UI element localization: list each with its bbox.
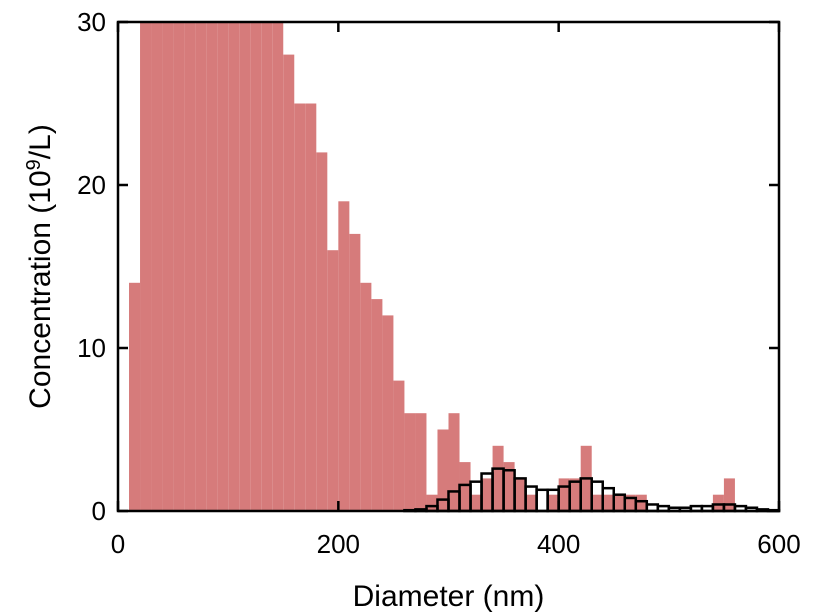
x-tick-label: 0 [111, 529, 125, 559]
histogram-bar [525, 494, 537, 511]
histogram-bar [371, 299, 383, 511]
histogram-bar [415, 413, 427, 511]
histogram-bar [404, 413, 416, 511]
histogram-bar [437, 429, 449, 511]
histogram-bar [327, 250, 339, 511]
histogram-bar [547, 494, 559, 511]
histogram-bar [624, 494, 636, 511]
histogram-bar [481, 478, 493, 511]
histogram-bar [316, 152, 328, 511]
y-axis-label-main: Concentration (10 [24, 170, 57, 408]
y-axis-label-unit: /L) [24, 124, 57, 159]
histogram-bar [635, 494, 647, 511]
histogram-bar [261, 22, 273, 511]
histogram-bar [723, 478, 735, 511]
plot-area-frame [116, 20, 781, 513]
histogram-bar [459, 462, 471, 511]
x-axis-label: Diameter (nm) [353, 580, 545, 613]
x-tick-label: 400 [537, 529, 580, 559]
y-tick-label: 30 [77, 7, 106, 37]
histogram-bar [195, 22, 207, 511]
histogram-bar [228, 22, 240, 511]
x-tick-label: 600 [757, 529, 800, 559]
histogram-bar [569, 478, 581, 511]
histogram-bar [514, 478, 526, 511]
histogram-bar [250, 22, 262, 511]
histogram-bar [217, 22, 229, 511]
histogram-bar [613, 494, 625, 511]
histogram-bar [360, 282, 372, 511]
histogram-bar [184, 22, 196, 511]
histogram-bar [470, 494, 482, 511]
histogram-bar [448, 413, 460, 511]
y-axis-label-superscript: 9 [23, 159, 45, 170]
histogram-bar [338, 201, 350, 512]
histogram-bar [349, 233, 361, 511]
histogram-bar [162, 22, 174, 511]
y-tick-label: 0 [92, 496, 106, 526]
y-axis-label: Concentration (109/L) [23, 124, 57, 409]
y-tick-label: 10 [77, 333, 106, 363]
histogram-bar [239, 22, 251, 511]
histogram-outline-bar [535, 488, 549, 513]
x-tick-label: 200 [317, 529, 360, 559]
histogram-bar [173, 22, 185, 511]
histogram-bar [129, 282, 141, 511]
histogram-bar [393, 380, 405, 511]
histogram-bar [151, 22, 163, 511]
histogram-bar [272, 22, 284, 511]
histogram-bar [382, 315, 394, 511]
histogram-bar [492, 445, 504, 511]
histogram-bar [294, 103, 306, 511]
histogram-bar [426, 494, 438, 511]
histogram-bar [305, 103, 317, 511]
y-tick-label: 20 [77, 170, 106, 200]
histogram-bar [712, 494, 724, 511]
histogram-bar [283, 54, 295, 511]
histogram-bar [591, 494, 603, 511]
histogram-bar [206, 22, 218, 511]
histogram-bar [503, 462, 515, 511]
histogram-bar [558, 478, 570, 511]
histogram-bar [602, 494, 614, 511]
filled-histogram-series [129, 22, 735, 512]
histogram-bar [140, 22, 152, 511]
axis-ticks: 0 200 400 600 0 10 20 30 [77, 7, 801, 559]
